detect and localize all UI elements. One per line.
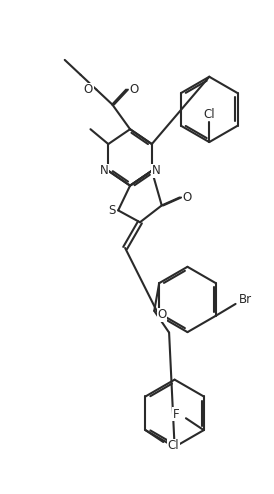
Text: N: N (152, 165, 160, 177)
Text: O: O (183, 191, 192, 204)
Text: O: O (158, 308, 167, 321)
Text: N: N (100, 165, 109, 177)
Text: F: F (173, 408, 179, 421)
Text: Cl: Cl (204, 108, 215, 121)
Text: O: O (84, 83, 93, 96)
Text: Cl: Cl (167, 440, 179, 453)
Text: S: S (109, 204, 116, 217)
Text: O: O (129, 83, 139, 96)
Text: Br: Br (239, 293, 252, 306)
